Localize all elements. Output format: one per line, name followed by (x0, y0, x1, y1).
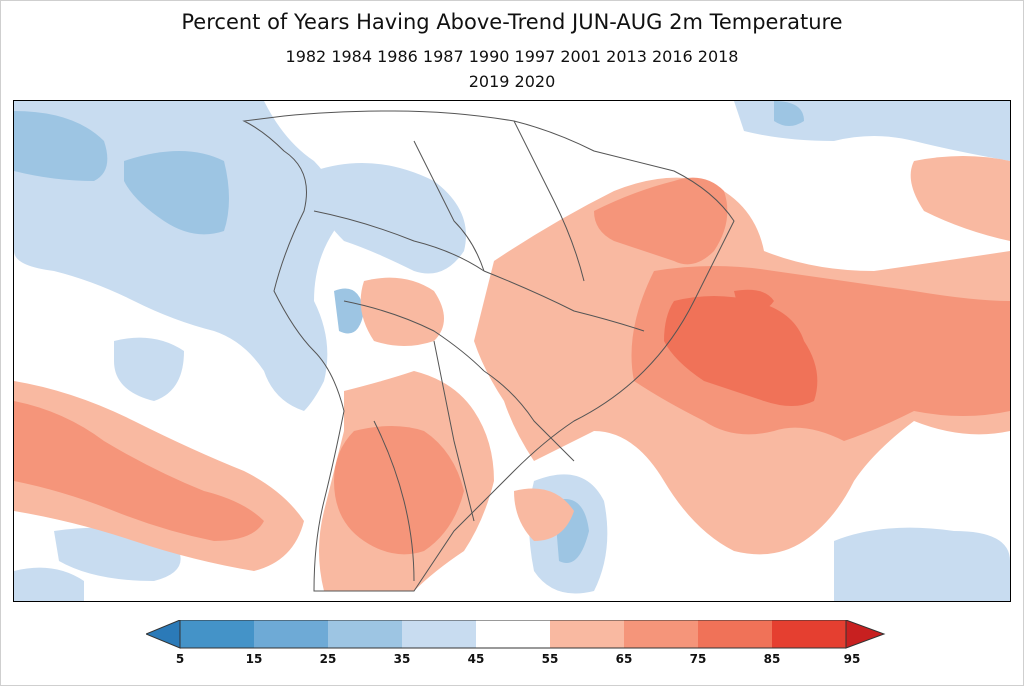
colorbar-segment (180, 620, 254, 648)
blue-region-amazon (314, 163, 466, 274)
border-line-1 (313, 210, 485, 272)
map-panel (13, 100, 1011, 602)
border-line-6 (413, 140, 485, 272)
border-line-8 (373, 420, 415, 582)
figure-title: Percent of Years Having Above-Trend JUN-… (181, 10, 843, 34)
blue-region-southwest (14, 567, 84, 601)
colorbar-tick-label: 25 (319, 652, 337, 666)
country-borders (242, 110, 735, 592)
map-svg (14, 101, 1010, 601)
colorbar-segment (624, 620, 698, 648)
blue-region-pacific-core (14, 111, 108, 181)
blue-region-south-atlantic-2 (834, 527, 1010, 601)
colorbar-arrow-right (845, 620, 886, 649)
blue-region-north-atlantic-core (774, 101, 804, 126)
blue-25-35-regions (14, 101, 804, 563)
colorbar-segment (550, 620, 624, 648)
red-75-85-regions (664, 289, 818, 406)
years-line-2: 2019 2020 (468, 72, 556, 91)
colorbar-tick-label: 95 (843, 652, 861, 666)
red-65-75-regions (14, 177, 1010, 555)
colorbar-tick-label: 15 (245, 652, 263, 666)
blue-region-pacific-mid (114, 337, 184, 401)
border-line-3 (433, 340, 475, 522)
red-region-bolivia (360, 277, 444, 346)
colorbar-segment (328, 620, 402, 648)
border-line-5 (483, 370, 575, 462)
colorbar-outline (179, 620, 847, 649)
border-line-4 (483, 270, 645, 332)
red-region-uruguay-coast (514, 488, 574, 541)
colorbar-segment (772, 620, 846, 648)
colorbar-arrow-left (146, 620, 181, 649)
south-america-coastline (242, 110, 735, 592)
colorbar-segment (698, 620, 772, 648)
colorbar-tick-label: 55 (541, 652, 559, 666)
blue-region-andes (334, 288, 364, 334)
red-region-brazil-northeast (594, 177, 728, 265)
red-region-atlantic-spot (734, 289, 774, 313)
red-region-pacific-band (14, 401, 264, 541)
colorbar-segment (476, 620, 550, 648)
red-region-atlantic-core (664, 296, 818, 406)
years-line-1: 1982 1984 1986 1987 1990 1997 2001 2013 … (285, 47, 739, 66)
colorbar-tick-label: 5 (175, 652, 185, 666)
colorbar-segment (402, 620, 476, 648)
colorbar-tick-label: 35 (393, 652, 411, 666)
border-line-7 (513, 120, 585, 282)
colorbar-tick-label: 65 (615, 652, 633, 666)
red-region-north-atlantic (910, 156, 1010, 241)
border-line-2 (343, 300, 485, 372)
colorbar-segment (254, 620, 328, 648)
colorbar-tick-label: 85 (763, 652, 781, 666)
colorbar-tick-label: 75 (689, 652, 707, 666)
colorbar (146, 620, 886, 649)
blue-region-pacific-band (124, 151, 229, 235)
colorbar-tick-label: 45 (467, 652, 485, 666)
red-region-argentina (334, 426, 464, 555)
